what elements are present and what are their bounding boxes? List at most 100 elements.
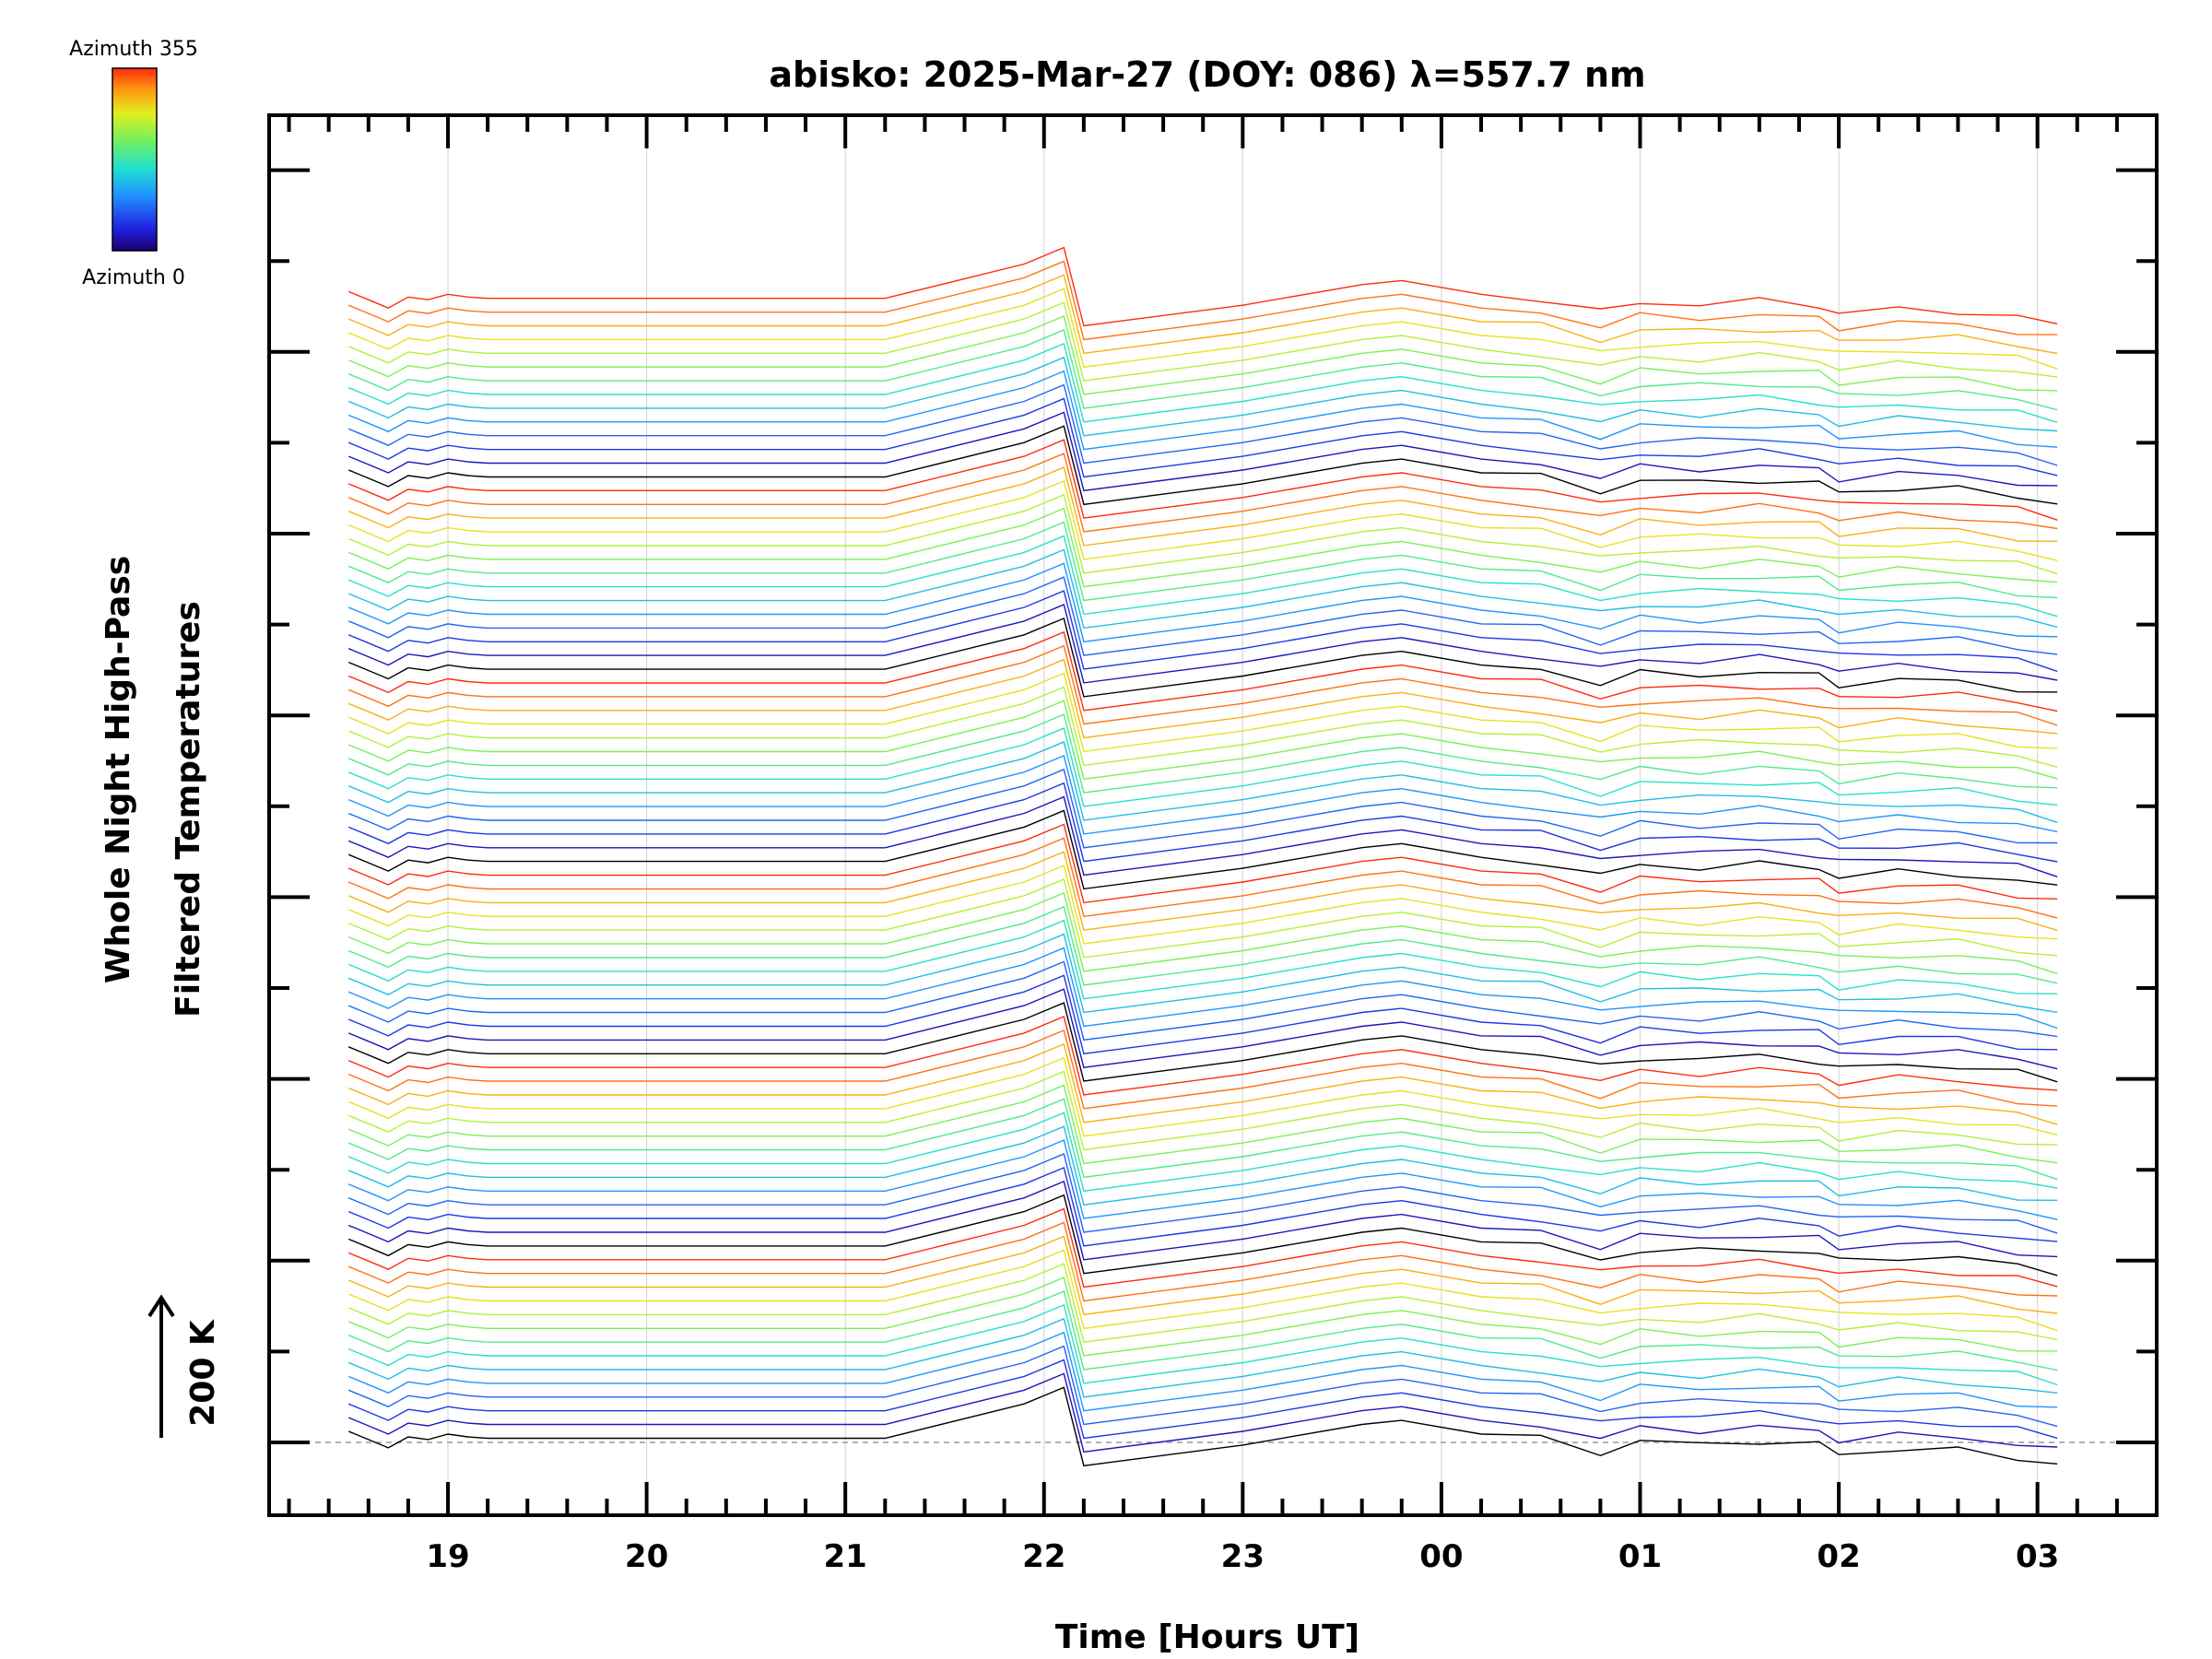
series-line [347, 548, 2058, 629]
series-line [347, 1084, 2058, 1165]
colorbar-bottom-label: Azimuth 0 [82, 266, 185, 289]
series-line [347, 686, 2058, 769]
series-line [347, 741, 2058, 824]
plot-frame [267, 113, 2159, 1517]
series-line [347, 521, 2058, 602]
series-line [347, 604, 2058, 684]
series-line [347, 1345, 2058, 1428]
series-line [347, 754, 2058, 835]
scale-arrow [147, 1294, 175, 1438]
series-line [347, 1112, 2058, 1193]
series-line [347, 1249, 2058, 1332]
series-line [347, 1303, 2058, 1386]
x-tick-label: 03 [2016, 1538, 2059, 1575]
series-line [347, 878, 2058, 959]
series-line [347, 809, 2058, 890]
scale-label: 200 K [184, 1319, 222, 1427]
series-line [347, 425, 2058, 506]
series-line [347, 329, 2058, 411]
series-line [347, 1070, 2058, 1151]
series-line [347, 315, 2058, 395]
x-tick-label: 20 [625, 1538, 668, 1575]
series-line [347, 658, 2058, 739]
x-tick-label: 21 [824, 1538, 867, 1575]
x-tick-label: 00 [1419, 1538, 1463, 1575]
colorbar-top-label: Azimuth 355 [69, 38, 198, 61]
series-line [347, 274, 2058, 355]
series-line [347, 1029, 2058, 1110]
series-line [347, 1290, 2058, 1371]
series-line [347, 1016, 2058, 1096]
series-line [347, 535, 2058, 618]
series-line [347, 439, 2058, 521]
chart-title: abisko: 2025-Mar-27 (DOY: 086) λ=557.7 n… [769, 54, 1645, 95]
series-line [347, 795, 2058, 877]
series-line [347, 590, 2058, 673]
series-line [347, 1002, 2058, 1083]
series-line [347, 1207, 2058, 1288]
series-line [347, 933, 2058, 1014]
x-tick-label: 01 [1618, 1538, 1662, 1575]
series-line [347, 260, 2058, 341]
series-line [347, 947, 2058, 1030]
series-line [347, 288, 2058, 370]
y-axis-label-line2: Filtered Temperatures [170, 601, 207, 1018]
series-line [347, 727, 2058, 807]
series-line [347, 466, 2058, 547]
series-line [347, 974, 2058, 1055]
series-line [347, 617, 2058, 698]
series-line [347, 411, 2058, 492]
series-line [347, 453, 2058, 533]
series-line [347, 1056, 2058, 1137]
series-line [347, 1277, 2058, 1357]
x-tick-label: 02 [1817, 1538, 1860, 1575]
plot-area: 19 20 21 22 23 00 01 02 03 [267, 113, 2159, 1575]
colorbar [112, 67, 158, 252]
series-line [347, 356, 2058, 437]
series-line [347, 1372, 2058, 1453]
x-tick-label: 23 [1221, 1538, 1265, 1575]
series-line [347, 1386, 2058, 1467]
series-line [347, 1221, 2058, 1302]
series-line [347, 370, 2058, 451]
series-line [347, 493, 2058, 575]
series-line [347, 562, 2058, 643]
y-axis-label-line1: Whole Night High-Pass [100, 556, 137, 983]
series-line [347, 891, 2058, 975]
series-line [347, 1263, 2058, 1343]
series-line [347, 301, 2058, 382]
series-line [347, 507, 2058, 588]
x-tick-label: 19 [426, 1538, 469, 1575]
series-line [347, 1166, 2058, 1247]
series-line [347, 1331, 2058, 1412]
series-line [347, 1194, 2058, 1277]
series-line [347, 713, 2058, 794]
series-line [347, 960, 2058, 1041]
series-line [347, 1042, 2058, 1125]
series-line [347, 1359, 2058, 1440]
series-line [347, 1125, 2058, 1206]
series-line [347, 865, 2058, 945]
series-line [347, 700, 2058, 781]
series-line [347, 768, 2058, 849]
series-line [347, 1098, 2058, 1181]
series-line [347, 246, 2058, 327]
series-line [347, 782, 2058, 863]
series-line [347, 644, 2058, 726]
series-line [347, 1317, 2058, 1398]
series-line [347, 1235, 2058, 1316]
series-line [347, 837, 2058, 919]
series-line [347, 383, 2058, 466]
series-line [347, 905, 2058, 986]
series-line [347, 479, 2058, 561]
series-line [347, 397, 2058, 478]
series-line [347, 1139, 2058, 1220]
series-line [347, 1153, 2058, 1234]
series-line [347, 1180, 2058, 1261]
series-line [347, 851, 2058, 932]
series-line [347, 576, 2058, 656]
series-line [347, 342, 2058, 423]
series-line [347, 919, 2058, 1000]
x-axis-label: Time [Hours UT] [1055, 1618, 1359, 1656]
